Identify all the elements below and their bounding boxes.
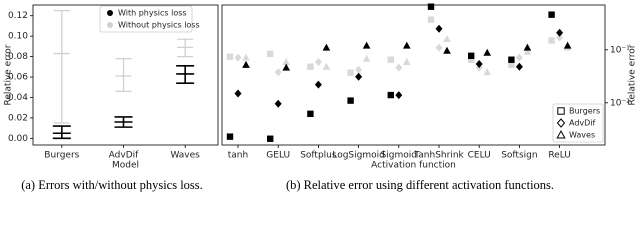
reference-point	[282, 57, 290, 65]
x-tick-label: ReLU	[548, 151, 571, 161]
legend-marker	[107, 22, 113, 28]
y-tick-label: 0.02	[8, 113, 28, 123]
caption: (a) Errors with/without physics loss.	[21, 178, 203, 192]
data-point	[523, 43, 532, 51]
x-tick-label: Waves	[170, 151, 200, 161]
data-point	[282, 63, 290, 71]
data-point	[548, 11, 555, 18]
reference-point	[548, 37, 555, 44]
data-point	[347, 97, 354, 104]
data-point	[267, 135, 274, 142]
reference-point	[234, 53, 242, 62]
x-tick-label: AdvDif	[109, 151, 139, 161]
plot-frame	[221, 4, 606, 146]
x-tick-label: GELU	[266, 151, 290, 161]
data-point	[427, 3, 435, 10]
reference-point	[515, 53, 523, 62]
legend-marker	[107, 10, 113, 16]
legend-label: AdvDif	[569, 119, 596, 128]
legend-marker	[556, 129, 566, 139]
reference-point	[307, 63, 314, 70]
legend-label: With physics loss	[118, 9, 187, 18]
reference-point	[483, 68, 491, 76]
reference-point	[226, 53, 234, 60]
reference-point	[274, 68, 282, 77]
y-tick-label: 0.12	[8, 11, 28, 21]
data-point	[508, 56, 515, 63]
reference-point	[387, 56, 394, 63]
x-tick-label: tanh	[228, 151, 248, 161]
reference-point	[508, 61, 515, 69]
data-point	[475, 59, 483, 68]
y-tick-label: 0.04	[8, 93, 28, 103]
y-tick-label: 10⁻²	[610, 98, 630, 108]
x-tick-label: Sigmoid	[381, 151, 417, 161]
reference-point	[267, 50, 274, 58]
legend-label: Burgers	[569, 107, 600, 116]
legend-box	[552, 103, 604, 143]
y-tick-label: 0.08	[8, 52, 28, 62]
figure: (a) Errors with/without physics loss. (b…	[4, 3, 638, 192]
data-point	[515, 62, 523, 71]
y-tick-label: 10⁻¹	[610, 45, 630, 55]
data-point	[234, 89, 242, 98]
data-point	[314, 80, 322, 89]
x-tick-label: Softsign	[501, 151, 537, 161]
x-tick-label: Burgers	[44, 151, 79, 161]
y-tick-label: 0.00	[8, 134, 28, 144]
y-tick-label: 0.06	[8, 73, 28, 83]
data-point	[556, 28, 564, 37]
legend-label: Waves	[569, 131, 595, 140]
data-point	[563, 41, 572, 49]
data-point	[274, 99, 282, 108]
plot-frame	[32, 4, 219, 146]
reference-point	[314, 57, 322, 66]
reference-point	[523, 47, 532, 55]
data-point	[387, 91, 394, 99]
x-tick-label: LogSigmoid	[332, 151, 385, 161]
y-axis-label: Relative error	[628, 44, 638, 105]
reference-point	[403, 57, 411, 65]
data-point	[322, 43, 331, 51]
data-point	[362, 41, 371, 49]
data-point	[483, 48, 491, 56]
reference-point	[242, 53, 250, 61]
reference-point	[435, 43, 443, 52]
reference-point	[395, 63, 403, 72]
reference-point	[427, 16, 435, 23]
reference-point	[362, 54, 371, 62]
data-point	[355, 72, 363, 81]
x-tick-label: Softplus	[300, 151, 337, 161]
data-point	[307, 110, 314, 118]
data-point	[242, 60, 250, 68]
data-point	[435, 24, 443, 33]
legend-label: Without physics loss	[118, 21, 200, 30]
data-point	[403, 41, 411, 49]
reference-point	[355, 65, 363, 74]
x-tick-label: CELU	[468, 151, 491, 161]
y-tick-label: 0.10	[8, 32, 28, 42]
x-axis-label: Activation function	[371, 161, 456, 171]
data-point	[395, 91, 403, 100]
x-axis-label: Model	[112, 161, 139, 171]
legend-marker	[556, 118, 566, 128]
data-point	[468, 52, 475, 60]
legend-marker	[557, 107, 565, 115]
caption: (b) Relative error using different activ…	[286, 178, 554, 192]
y-axis-label: Relative error	[4, 44, 14, 105]
legend-box	[99, 5, 193, 33]
reference-point	[443, 34, 451, 42]
reference-point	[468, 56, 475, 63]
reference-point	[347, 69, 354, 76]
reference-point	[556, 33, 564, 42]
data-point	[443, 46, 451, 54]
x-tick-label: TanhShrink	[413, 151, 464, 161]
data-point	[226, 133, 234, 140]
reference-point	[322, 62, 331, 70]
